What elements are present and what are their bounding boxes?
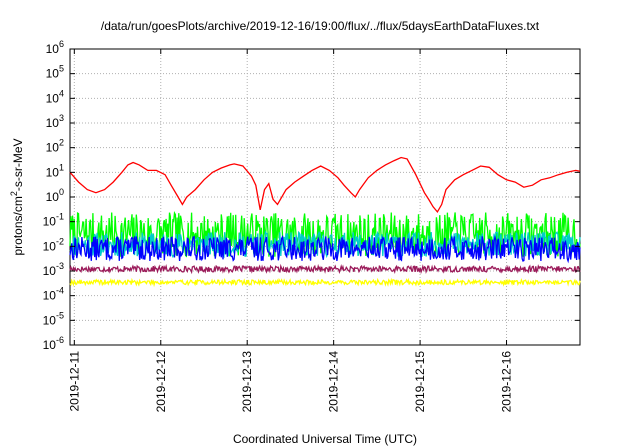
y-tick-exponent: 6 [59,39,64,49]
y-tick-base: 10 [43,289,57,303]
x-axis-ticks: 2019-12-11 2019-12-12 2019-12-13 2019-12-14… [67,49,514,413]
y-tick-label: 102 [46,138,64,155]
y-tick-exponent: 3 [59,113,64,123]
series-line-6 [69,277,581,288]
x-axis-label: Coordinated Universal Time (UTC) [233,432,417,446]
y-tick-exponent: -1 [56,212,64,222]
y-tick-exponent: 2 [59,138,64,148]
y-tick-label: 103 [46,113,64,130]
y-tick-exponent: -4 [56,286,64,296]
y-tick-exponent: -6 [56,335,64,345]
y-tick-base: 10 [46,67,60,81]
y-tick-label: 10-3 [43,261,64,278]
y-tick-label: 101 [46,162,64,179]
x-tick-label: 2019-12-12 [154,351,168,413]
y-tick-base: 10 [43,338,57,352]
grid-lines [70,49,580,345]
series-lines [69,156,581,288]
x-tick-label: 2019-12-16 [500,351,514,413]
y-tick-label: 10-1 [43,212,64,229]
y-tick-base: 10 [43,313,57,327]
y-axis-ticks: 10-610-510-410-310-210-11001011021031041… [43,39,580,352]
y-tick-base: 10 [46,91,60,105]
y-tick-label: 10-5 [43,310,64,327]
y-axis-label-tail: -s-sr-MeV [11,138,25,191]
y-tick-exponent: 1 [59,162,64,172]
y-tick-label: 10-4 [43,286,64,303]
chart-title: /data/run/goesPlots/archive/2019-12-16/1… [101,19,540,33]
y-tick-exponent: 5 [59,64,64,74]
x-tick-label: 2019-12-15 [413,351,427,413]
series-line-5 [69,263,581,275]
y-tick-base: 10 [46,141,60,155]
y-tick-exponent: -2 [56,236,64,246]
x-tick-label: 2019-12-11 [67,351,81,412]
x-tick-label: 2019-12-13 [240,351,254,413]
y-axis-label-main: protons/cm [11,196,25,255]
y-tick-label: 105 [46,64,64,81]
y-tick-base: 10 [46,116,60,130]
y-tick-label: 104 [46,88,64,105]
y-axis-label: protons/cm2-s-sr-MeV [9,138,25,255]
y-tick-base: 10 [43,239,57,253]
series-line-1 [69,156,581,214]
y-tick-base: 10 [43,215,57,229]
y-axis-label-superscript: 2 [9,191,19,196]
y-tick-label: 10-2 [43,236,64,253]
y-tick-base: 10 [43,264,57,278]
y-tick-base: 10 [46,190,60,204]
y-tick-exponent: -5 [56,310,64,320]
y-tick-exponent: 0 [59,187,64,197]
y-tick-label: 100 [46,187,64,204]
x-tick-label: 2019-12-14 [327,351,341,413]
y-tick-exponent: -3 [56,261,64,271]
y-tick-base: 10 [46,165,60,179]
y-tick-base: 10 [46,42,60,56]
series-line-4 [69,234,581,264]
y-tick-label: 106 [46,39,64,56]
y-tick-label: 10-6 [43,335,64,352]
y-tick-exponent: 4 [59,88,64,98]
